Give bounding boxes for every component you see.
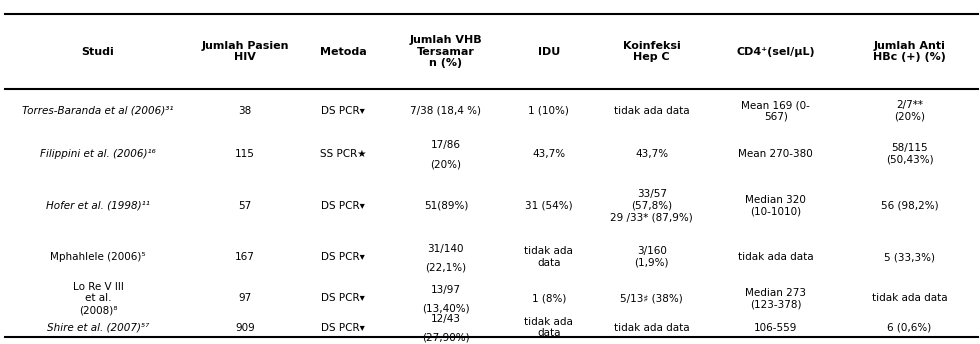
Text: 17/86: 17/86 [431, 140, 461, 150]
Text: 7/38 (18,4 %): 7/38 (18,4 %) [411, 106, 481, 116]
Text: Hofer et al. (1998)¹¹: Hofer et al. (1998)¹¹ [46, 201, 150, 211]
Text: CD4⁺(sel/μL): CD4⁺(sel/μL) [736, 46, 815, 57]
Text: Torres-Baranda et al (2006)³¹: Torres-Baranda et al (2006)³¹ [23, 106, 173, 116]
Text: 115: 115 [235, 149, 255, 159]
Text: Filippini et al. (2006)¹⁶: Filippini et al. (2006)¹⁶ [40, 149, 156, 159]
Text: DS PCR▾: DS PCR▾ [321, 106, 365, 116]
Text: tidak ada data: tidak ada data [613, 106, 690, 116]
Text: 3/160
(1,9%): 3/160 (1,9%) [634, 246, 669, 268]
Text: 97: 97 [238, 293, 252, 303]
Text: 58/115
(50,43%): 58/115 (50,43%) [886, 143, 933, 165]
Text: Jumlah Anti
HBc (+) (%): Jumlah Anti HBc (+) (%) [873, 41, 946, 62]
Text: 31/140: 31/140 [427, 244, 465, 254]
Text: (27,90%): (27,90%) [422, 333, 469, 343]
Text: 33/57
(57,8%)
29 /33* (87,9%): 33/57 (57,8%) 29 /33* (87,9%) [611, 189, 693, 222]
Text: Median 273
(123-378): Median 273 (123-378) [745, 288, 807, 309]
Text: tidak ada
data: tidak ada data [524, 317, 573, 338]
Text: 106-559: 106-559 [754, 323, 798, 333]
Text: Jumlah VHB
Tersamar
n (%): Jumlah VHB Tersamar n (%) [410, 35, 482, 68]
Text: DS PCR▾: DS PCR▾ [321, 201, 365, 211]
Text: Mphahlele (2006)⁵: Mphahlele (2006)⁵ [50, 252, 146, 262]
Text: 2/7**
(20%): 2/7** (20%) [894, 100, 925, 122]
Text: tidak ada data: tidak ada data [871, 293, 948, 303]
Text: 57: 57 [238, 201, 252, 211]
Text: Studi: Studi [81, 46, 115, 57]
Text: Shire et al. (2007)⁵⁷: Shire et al. (2007)⁵⁷ [47, 323, 149, 333]
Text: 43,7%: 43,7% [532, 149, 565, 159]
Text: 31 (54%): 31 (54%) [525, 201, 572, 211]
Text: 167: 167 [235, 252, 255, 262]
Text: 909: 909 [235, 323, 255, 333]
Text: tidak ada
data: tidak ada data [524, 246, 573, 268]
Text: 56 (98,2%): 56 (98,2%) [881, 201, 938, 211]
Text: 51(89%): 51(89%) [423, 201, 468, 211]
Text: tidak ada data: tidak ada data [738, 252, 813, 262]
Text: Median 320
(10-1010): Median 320 (10-1010) [745, 195, 807, 216]
Text: Metoda: Metoda [319, 46, 367, 57]
Text: DS PCR▾: DS PCR▾ [321, 252, 365, 262]
Text: (20%): (20%) [430, 159, 462, 169]
Text: Lo Re V III
et al.
(2008)⁸: Lo Re V III et al. (2008)⁸ [73, 282, 123, 315]
Text: 12/43: 12/43 [431, 314, 461, 324]
Text: 1 (8%): 1 (8%) [531, 293, 566, 303]
Text: 6 (0,6%): 6 (0,6%) [887, 323, 932, 333]
Text: tidak ada data: tidak ada data [613, 323, 690, 333]
Text: Mean 270-380: Mean 270-380 [738, 149, 813, 159]
Text: SS PCR★: SS PCR★ [319, 149, 367, 159]
Text: (22,1%): (22,1%) [425, 262, 466, 272]
Text: 1 (10%): 1 (10%) [528, 106, 569, 116]
Text: (13,40%): (13,40%) [422, 304, 469, 314]
Text: 5 (33,3%): 5 (33,3%) [884, 252, 935, 262]
Text: DS PCR▾: DS PCR▾ [321, 293, 365, 303]
Text: 38: 38 [238, 106, 252, 116]
Text: 13/97: 13/97 [431, 285, 461, 295]
Text: Koinfeksi
Hep C: Koinfeksi Hep C [623, 41, 680, 62]
Text: 5/13♯ (38%): 5/13♯ (38%) [620, 293, 683, 303]
Text: IDU: IDU [538, 46, 560, 57]
Text: DS PCR▾: DS PCR▾ [321, 323, 365, 333]
Text: Mean 169 (0-
567): Mean 169 (0- 567) [741, 100, 810, 122]
Text: 43,7%: 43,7% [635, 149, 668, 159]
Text: Jumlah Pasien
HIV: Jumlah Pasien HIV [201, 41, 289, 62]
